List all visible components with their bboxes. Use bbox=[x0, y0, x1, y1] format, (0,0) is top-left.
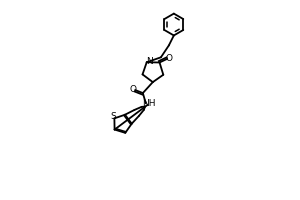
Text: S: S bbox=[110, 112, 116, 121]
Text: O: O bbox=[166, 54, 173, 63]
Text: O: O bbox=[129, 85, 137, 94]
Text: NH: NH bbox=[142, 99, 155, 108]
Text: N: N bbox=[146, 57, 153, 66]
